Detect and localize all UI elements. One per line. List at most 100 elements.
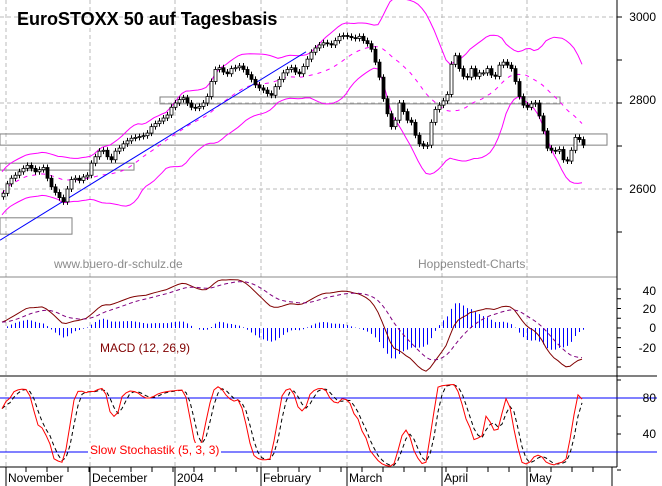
candle-down (325, 42, 330, 45)
support-resistance-zone (0, 162, 135, 171)
candle-up (557, 149, 562, 152)
candle-down (405, 111, 410, 121)
candle-up (65, 188, 70, 203)
candle-down (249, 74, 254, 80)
candle-down (269, 93, 274, 96)
candle-up (305, 58, 310, 67)
candle-down (381, 76, 386, 100)
candle-down (489, 68, 494, 76)
candle-up (117, 147, 122, 152)
candle-up (25, 164, 30, 169)
candle-down (401, 102, 406, 112)
candle-down (329, 43, 334, 46)
candle-down (33, 167, 38, 173)
price-tick-2800: 2800 (629, 93, 656, 107)
candle-up (229, 68, 234, 75)
candle-down (53, 186, 58, 193)
candle-up (309, 51, 314, 60)
candle-up (169, 106, 174, 116)
candle-up (273, 86, 278, 96)
candle-down (417, 134, 422, 145)
candle-down (241, 65, 246, 70)
candle-up (237, 65, 242, 69)
candle-down (345, 35, 350, 37)
candle-up (217, 67, 222, 70)
candle-up (569, 149, 574, 162)
candle-down (225, 71, 230, 75)
candle-down (373, 48, 378, 63)
candle-up (213, 69, 218, 82)
candle-up (449, 63, 454, 95)
candle-down (409, 119, 414, 123)
candle-down (353, 37, 358, 40)
candle-down (361, 35, 366, 42)
x-tick-may: May (529, 471, 552, 485)
candle-up (85, 174, 90, 178)
x-tick-april: April (444, 471, 469, 485)
support-resistance-zone (0, 133, 608, 146)
bollinger-middle-band (1, 46, 583, 194)
candle-down (505, 61, 510, 66)
candle-up (141, 135, 146, 138)
candle-up (37, 169, 42, 173)
candle-up (161, 117, 166, 122)
candle-up (13, 174, 18, 179)
candle-down (549, 147, 554, 151)
candle-up (153, 123, 158, 128)
support-resistance-zone (159, 96, 561, 105)
candle-up (69, 179, 74, 190)
candle-down (369, 43, 374, 50)
candle-down (293, 67, 298, 73)
candle-up (1, 192, 6, 198)
candle-up (469, 68, 474, 78)
candle-down (541, 115, 546, 132)
candle-up (433, 109, 438, 123)
candle-up (317, 44, 322, 49)
x-tick-february: February (263, 471, 312, 485)
candle-down (261, 87, 266, 91)
candle-up (277, 78, 282, 88)
candle-up (89, 162, 94, 176)
candle-up (201, 102, 206, 107)
candle-down (473, 68, 478, 77)
macd-tick-0: 0 (649, 321, 656, 335)
candle-up (209, 81, 214, 97)
bollinger-upper-band (1, 0, 583, 173)
candle-up (397, 102, 402, 121)
price-tick-3000: 3000 (629, 10, 656, 24)
macd-tick-minus20: -20 (638, 341, 656, 355)
candle-up (17, 171, 22, 176)
candle-up (177, 99, 182, 104)
candle-up (113, 150, 118, 161)
candle-up (497, 64, 502, 77)
candle-up (573, 136, 578, 151)
candle-down (221, 67, 226, 73)
candle-up (233, 67, 238, 70)
candle-down (561, 149, 566, 161)
candle-down (77, 177, 82, 181)
candle-up (357, 35, 362, 39)
candle-up (97, 150, 102, 158)
candle-up (145, 132, 150, 137)
candle-up (125, 140, 130, 145)
candle-down (253, 78, 258, 86)
candle-up (321, 42, 326, 46)
price-tick-2600: 2600 (629, 182, 656, 196)
candle-up (285, 69, 290, 74)
macd-tick-20: 20 (642, 302, 656, 316)
support-resistance-zone (0, 217, 73, 235)
candle-down (365, 40, 370, 45)
candle-up (21, 167, 26, 173)
candle-down (525, 104, 530, 108)
candle-up (533, 102, 538, 105)
candle-up (5, 183, 10, 194)
candle-up (425, 144, 430, 147)
candle-up (481, 72, 486, 75)
candle-down (105, 149, 110, 158)
candle-down (493, 74, 498, 77)
macd-signal-line (1, 281, 583, 361)
candle-down (465, 75, 470, 78)
candle-down (389, 113, 394, 128)
macd-tick-40: 40 (642, 284, 656, 298)
candle-up (197, 106, 202, 109)
